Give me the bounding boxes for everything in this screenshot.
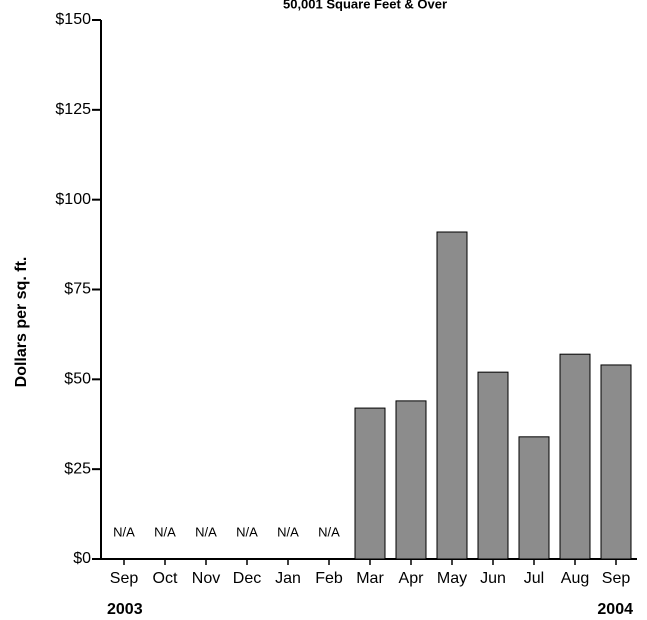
- x-tick-label: Feb: [315, 570, 343, 587]
- value-label: N/A: [113, 524, 135, 539]
- x-tick-label: Jun: [480, 570, 506, 587]
- x-tick-label: May: [437, 570, 467, 587]
- y-tick-label: $100: [55, 191, 91, 208]
- bar: [354, 407, 386, 560]
- y-tick-label: $150: [55, 11, 91, 28]
- bar: [477, 371, 509, 560]
- value-label: N/A: [195, 524, 217, 539]
- bar: [600, 364, 632, 560]
- value-label: N/A: [277, 524, 299, 539]
- value-label: N/A: [236, 524, 258, 539]
- x-tick-label: Jan: [275, 570, 301, 587]
- x-tick-label: Jul: [524, 570, 544, 587]
- bar: [518, 436, 550, 560]
- bar: [395, 400, 427, 560]
- x-tick-label: Dec: [233, 570, 261, 587]
- y-tick-label: $50: [64, 371, 91, 388]
- year-label: 2003: [107, 601, 143, 618]
- y-tick-label: $125: [55, 101, 91, 118]
- value-label: N/A: [154, 524, 176, 539]
- y-tick-label: $0: [73, 550, 91, 567]
- x-tick-label: Apr: [399, 570, 425, 587]
- x-tick-label: Oct: [153, 570, 178, 587]
- bar: [436, 231, 468, 560]
- y-axis-label: Dollars per sq. ft.: [13, 257, 30, 388]
- chart-title: 50,001 Square Feet & Over: [283, 0, 447, 11]
- y-tick-label: $75: [64, 281, 91, 298]
- y-tick-label: $25: [64, 460, 91, 477]
- year-label: 2004: [597, 601, 633, 618]
- value-label: N/A: [318, 524, 340, 539]
- x-tick-label: Sep: [110, 570, 139, 587]
- bar: [559, 353, 591, 560]
- x-tick-label: Aug: [561, 570, 589, 587]
- x-tick-label: Sep: [602, 570, 631, 587]
- x-tick-label: Nov: [192, 570, 220, 587]
- x-tick-label: Mar: [356, 570, 384, 587]
